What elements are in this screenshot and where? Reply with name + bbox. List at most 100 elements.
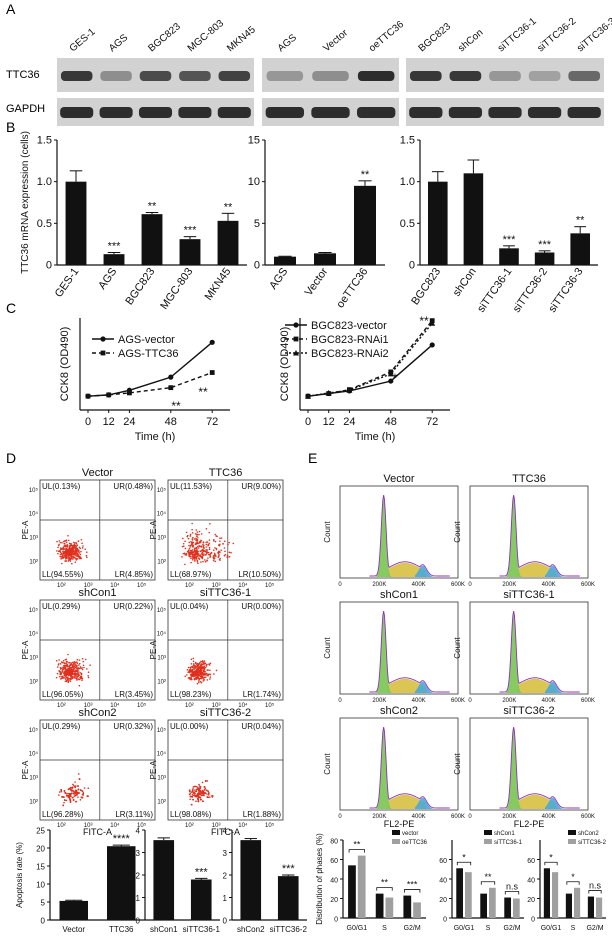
bar	[141, 214, 163, 265]
y-tick-label: 10⁵	[157, 607, 167, 614]
flow-event	[198, 545, 201, 548]
category-label: Vector	[62, 925, 85, 934]
flow-event	[68, 794, 70, 797]
flow-event	[203, 786, 206, 788]
band-ttc36	[218, 71, 251, 81]
flow-event	[198, 530, 201, 533]
flow-event	[72, 670, 74, 672]
flow-event	[66, 551, 69, 553]
flow-event	[76, 544, 79, 547]
x-tick-label: 10⁵	[137, 702, 147, 709]
flow-event	[69, 793, 72, 796]
legend-marker	[100, 350, 106, 356]
quadrant-ul: UL(0.04%)	[170, 602, 209, 611]
flow-event	[75, 545, 77, 548]
flow-event	[68, 557, 70, 560]
y-tick-label: 4	[136, 827, 141, 836]
flow-event	[186, 674, 188, 676]
quadrant-lr: LR(1.74%)	[243, 690, 282, 699]
flow-event	[196, 539, 199, 542]
flow-event	[202, 800, 204, 802]
category-label: G2/M	[503, 925, 520, 932]
flow-event	[67, 539, 70, 542]
flow-event	[202, 542, 205, 544]
x-tick-label: 200K	[502, 698, 516, 704]
g2m-phase-area	[414, 681, 451, 693]
x-tick-label: 0	[468, 814, 472, 820]
flow-event	[68, 542, 71, 545]
flow-event	[61, 562, 63, 565]
x-tick-label: 200K	[502, 582, 516, 588]
y-axis-label: PE-A	[21, 640, 30, 659]
flow-event	[224, 553, 227, 556]
flow-event	[203, 665, 205, 668]
flow-event	[58, 794, 60, 796]
flow-event	[188, 553, 190, 556]
y-tick-label: 10³	[157, 776, 166, 782]
data-point	[387, 370, 394, 377]
flow-event	[205, 665, 208, 667]
x-tick-label: 0	[85, 416, 91, 428]
band-ttc36	[139, 71, 172, 81]
flow-event	[62, 554, 64, 557]
flow-event	[189, 795, 192, 798]
flow-event	[75, 792, 77, 795]
x-tick-label: 400K	[412, 814, 426, 820]
flow-event	[72, 792, 75, 795]
flow-event	[188, 554, 191, 557]
sig-bracket	[588, 890, 602, 894]
flow-event	[202, 545, 205, 548]
legend-swatch	[568, 830, 576, 835]
y-tick-label: 1.0	[400, 176, 415, 188]
y-tick-label: 5	[254, 218, 260, 230]
y-tick-label: 15	[248, 135, 260, 147]
flow-event	[192, 675, 195, 678]
flow-event	[64, 547, 66, 550]
flow-event	[61, 542, 63, 544]
quadrant-ul: UL(0.13%)	[42, 482, 81, 491]
sig-bracket	[480, 881, 496, 885]
bar	[587, 896, 594, 918]
flow-event	[217, 552, 220, 555]
flow-event	[60, 555, 62, 558]
lane-label: MKN45	[225, 24, 258, 54]
y-tick-label: 60	[439, 858, 447, 865]
x-tick-label: 48	[385, 416, 397, 428]
flow-event	[184, 563, 186, 566]
legend-label: shCon2	[578, 831, 599, 837]
flow-event	[182, 542, 185, 545]
y-tick-label: 2	[136, 872, 141, 881]
flow-event	[201, 555, 203, 558]
x-tick-label: 10⁵	[137, 582, 147, 589]
flow-event	[196, 531, 199, 533]
blot-row-label-ttc36: TTC36	[6, 69, 40, 81]
flow-event	[200, 663, 203, 665]
flow-event	[195, 665, 198, 668]
flow-event	[74, 662, 76, 665]
flow-event	[65, 549, 67, 551]
x-tick-label: 72	[426, 416, 438, 428]
flow-event	[197, 799, 200, 801]
flow-event	[201, 660, 204, 662]
flow-event	[190, 663, 193, 665]
bar	[574, 887, 581, 918]
flow-event	[196, 794, 198, 797]
flow-event	[190, 555, 192, 558]
flow-event	[69, 787, 72, 789]
quadrant-lr: LR(4.85%)	[115, 570, 154, 579]
flow-event	[195, 790, 197, 793]
flow-event	[64, 545, 67, 547]
flow-event	[69, 545, 71, 548]
flow-event	[200, 792, 202, 795]
flow-event	[201, 668, 203, 670]
flow-event	[64, 668, 67, 671]
y-axis-label: Distribution of phases (%)	[315, 833, 324, 925]
flow-event	[187, 677, 190, 679]
flow-event	[191, 674, 194, 677]
flow-event	[201, 789, 204, 792]
flow-event	[195, 676, 198, 678]
flow-event	[194, 792, 196, 795]
flow-event	[75, 800, 77, 803]
y-axis-label: Count	[453, 521, 462, 543]
western-blots: GES-1 AGS BGC823 MGC-803 MKN45 AGS Vector oeTTC…	[57, 16, 612, 126]
